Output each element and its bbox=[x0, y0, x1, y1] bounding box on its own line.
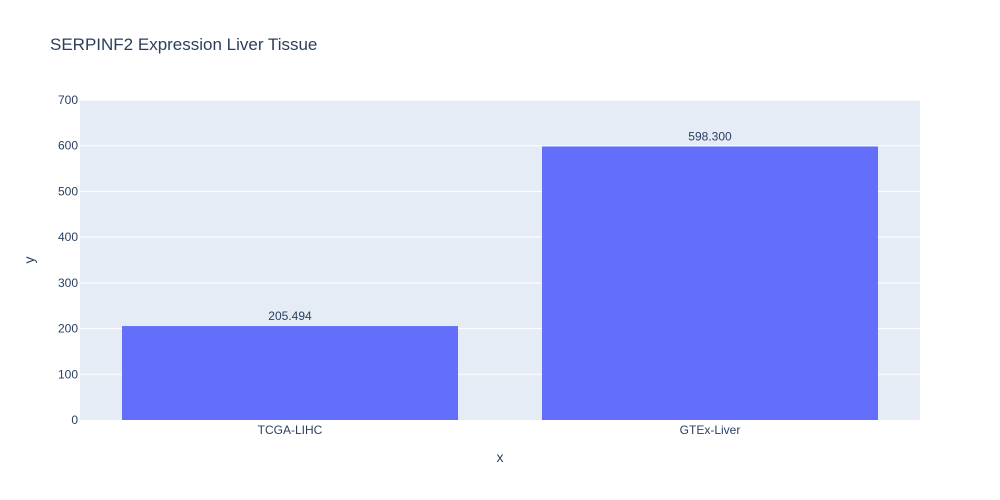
x-tick-label: GTEx-Liver bbox=[680, 423, 741, 437]
bar-value-label: 598.300 bbox=[688, 129, 732, 143]
bar-value-label: 205.494 bbox=[268, 309, 312, 323]
bar bbox=[122, 326, 458, 420]
y-tick-label: 200 bbox=[58, 322, 78, 336]
x-tick-label: TCGA-LIHC bbox=[258, 423, 323, 437]
y-tick-label: 600 bbox=[58, 139, 78, 153]
bar bbox=[542, 146, 878, 420]
chart-title: SERPINF2 Expression Liver Tissue bbox=[50, 35, 317, 54]
x-axis-title: x bbox=[497, 449, 504, 465]
y-tick-label: 0 bbox=[71, 413, 78, 427]
y-tick-label: 100 bbox=[58, 367, 78, 381]
y-axis-title: y bbox=[21, 257, 37, 264]
y-tick-label: 500 bbox=[58, 184, 78, 198]
y-tick-label: 700 bbox=[58, 93, 78, 107]
y-tick-label: 300 bbox=[58, 276, 78, 290]
y-tick-label: 400 bbox=[58, 230, 78, 244]
